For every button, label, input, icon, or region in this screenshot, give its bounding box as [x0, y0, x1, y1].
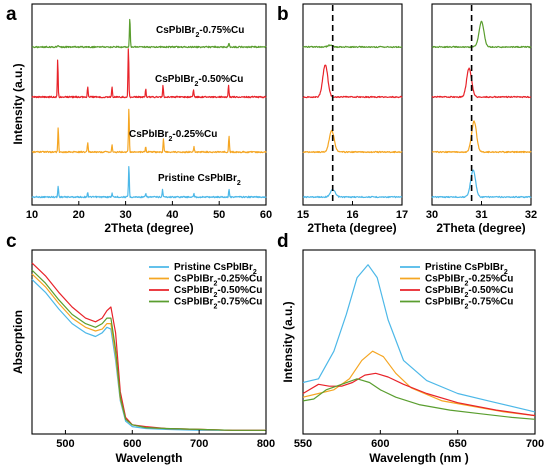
panel-a-xtick-label: 60 [260, 209, 272, 221]
panel-a-chart: 10 20 30 40 50 60 2Theta (degree) Intensity (… [11, 3, 272, 235]
panel-b-series-line [431, 67, 532, 99]
panel-b-xtick-label: 30 [426, 209, 438, 221]
panel-c-chart: 500 600 700 800 Wavelength Absorption Prist… [11, 249, 275, 465]
panel-b-series-line [302, 129, 403, 154]
panel-a-xtick-label: 40 [166, 209, 178, 221]
panel-b-right-xlabel: 2Theta (degree) [436, 221, 525, 235]
panel-c-xtick-label: 500 [56, 438, 74, 450]
panel-a-annotation: Pristine CsPbIBr2 [158, 173, 241, 187]
panel-a-xtick-label: 10 [26, 209, 38, 221]
panel-c-legend-label: Pristine CsPbIBr2 [174, 262, 257, 276]
panel-a-series-line [31, 166, 267, 199]
panel-c-series-line [31, 269, 266, 431]
panel-d-legend-label: CsPbIBr2-0.25%Cu [425, 274, 513, 288]
panel-b-left-frame [302, 3, 403, 206]
panel-d-legend-label: CsPbIBr2-0.50%Cu [425, 285, 513, 299]
panel-d-xlabel: Wavelength (nm ) [369, 451, 469, 465]
panel-d-series-line [302, 350, 536, 417]
panel-a-xtick-label: 20 [73, 209, 85, 221]
panel-a-xtick-label: 30 [119, 209, 131, 221]
panel-a-frame [31, 3, 267, 206]
panel-d-xtick-label: 650 [448, 438, 466, 450]
panel-c-series-line [31, 278, 266, 431]
panel-b-series-line [431, 120, 532, 154]
panel-label-c: c [6, 231, 17, 252]
panel-c-xlabel: Wavelength [116, 451, 183, 465]
panel-a-series-line [31, 108, 267, 154]
panel-c-frame [31, 249, 267, 435]
panel-b-xtick-label: 15 [297, 209, 309, 221]
panel-b-series-line [431, 169, 532, 199]
panel-a-xtick-label: 50 [213, 209, 225, 221]
panel-d-series-line [302, 264, 536, 413]
panel-b-right-frame [431, 3, 532, 206]
panel-c-xtick-label: 800 [257, 438, 275, 450]
panel-d-xtick-label: 550 [294, 438, 312, 450]
panel-d-xtick-label: 600 [371, 438, 389, 450]
panel-b-series-line [302, 64, 403, 99]
panel-d-ylabel: Intensity (a.u.) [281, 301, 295, 382]
panel-c-legend-label: CsPbIBr2-0.25%Cu [174, 274, 262, 288]
panel-b-series-line [302, 44, 403, 49]
panel-label-b: b [277, 4, 289, 25]
panel-c-ylabel: Absorption [11, 310, 25, 374]
panel-a-ylabel: Intensity (a.u.) [11, 63, 25, 144]
panel-b-xtick-label: 16 [346, 209, 358, 221]
panel-d-frame [302, 249, 536, 435]
panel-c-xtick-label: 600 [123, 438, 141, 450]
panel-b-xtick-label: 17 [396, 209, 408, 221]
panel-b-left-xlabel: 2Theta (degree) [307, 221, 396, 235]
panel-d-series-line [302, 378, 536, 420]
panel-c-xtick-label: 700 [190, 438, 208, 450]
panel-d-series-line [302, 372, 536, 417]
panel-a-annotation: CsPbIBr2-0.50%Cu [155, 74, 243, 88]
panel-c-legend-label: CsPbIBr2-0.75%Cu [174, 297, 262, 311]
panel-a-series-line [31, 48, 267, 99]
panel-a-series-line [31, 18, 267, 49]
panel-b-series-line [302, 188, 403, 199]
panel-a-annotation: CsPbIBr2-0.75%Cu [156, 25, 244, 39]
panel-label-a: a [6, 4, 17, 25]
panel-d-chart: 550 600 650 700 Wavelength (nm ) Intensity … [281, 249, 544, 465]
panel-a-annotation: CsPbIBr2-0.25%Cu [129, 129, 217, 143]
panel-d-xtick-label: 700 [526, 438, 544, 450]
panel-label-d: d [277, 231, 289, 252]
panel-d-legend-label: CsPbIBr2-0.75%Cu [425, 297, 513, 311]
panel-b-xtick-label: 31 [475, 209, 487, 221]
panel-b-series-line [431, 20, 532, 49]
panel-c-legend-label: CsPbIBr2-0.50%Cu [174, 285, 262, 299]
panel-a-xlabel: 2Theta (degree) [104, 221, 193, 235]
panel-b-xtick-label: 32 [525, 209, 537, 221]
panel-b-chart: 15 16 17 30 31 32 2Theta (degree) 2Theta (deg… [297, 3, 537, 235]
panel-d-legend-label: Pristine CsPbIBr2 [425, 262, 508, 276]
